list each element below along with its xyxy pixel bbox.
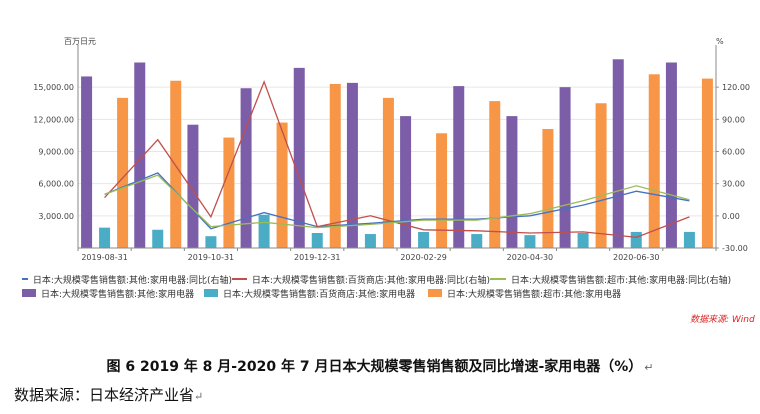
legend-item-line-dept: 日本:大规模零售销售额:百货商店:其他:家用电器:同比(右轴) (232, 273, 490, 286)
x-tick-label: 2020-02-29 (400, 253, 447, 262)
right-tick-label: 120.00 (722, 83, 750, 92)
legend-label: 日本:大规模零售销售额:百货商店:其他:家用电器 (223, 289, 416, 300)
left-tick-label: 15,000.00 (33, 83, 74, 92)
bar (170, 80, 182, 248)
legend: 日本:大规模零售销售额:其他:家用电器:同比(右轴) 日本:大规模零售销售额:百… (22, 272, 731, 300)
bar (276, 122, 288, 248)
bar (205, 236, 217, 248)
legend-swatch (22, 289, 36, 297)
bar (346, 82, 358, 248)
bar (489, 101, 501, 248)
right-tick-label: 60.00 (722, 148, 745, 157)
bar (117, 97, 129, 248)
gridlines (78, 86, 716, 217)
bar (240, 88, 252, 248)
x-tick-label: 2020-04-30 (507, 253, 554, 262)
source-wind: 数据来源: Wind (690, 315, 755, 325)
bar (99, 227, 111, 248)
legend-swatch (204, 289, 218, 297)
bar (524, 235, 536, 248)
legend-label: 日本:大规模零售销售额:其他:家用电器 (41, 289, 195, 300)
legend-swatch (22, 278, 28, 280)
source-note-text: 数据来源：日本经济产业省 (14, 386, 195, 404)
series-line (104, 172, 690, 230)
legend-item-line-super: 日本:大规模零售销售额:超市:其他:家用电器:同比(右轴) (490, 273, 731, 286)
right-tick-label: 0.00 (722, 212, 740, 221)
bar (559, 87, 571, 249)
bar (471, 234, 483, 248)
bar (436, 133, 448, 248)
bar (630, 231, 642, 248)
series-line (104, 174, 690, 229)
bar (577, 232, 589, 248)
left-tick-label: 12,000.00 (33, 115, 74, 124)
line-series (104, 79, 690, 238)
bar (81, 76, 93, 248)
left-tick-label: 9,000.00 (38, 148, 74, 157)
right-tick-label: 90.00 (722, 115, 745, 124)
bar (595, 103, 607, 248)
bar (612, 59, 624, 249)
bar (542, 128, 554, 248)
legend-row-bars: 日本:大规模零售销售额:其他:家用电器 日本:大规模零售销售额:百货商店:其他:… (22, 286, 722, 300)
bar (418, 231, 430, 248)
return-mark: ↵ (194, 390, 204, 403)
bar (311, 232, 323, 248)
left-tick-label: 6,000.00 (38, 180, 74, 189)
bar (400, 116, 412, 248)
legend-item-bar-super: 日本:大规模零售销售额:超市:其他:家用电器 (428, 287, 621, 300)
legend-item-line-total: 日本:大规模零售销售额:其他:家用电器:同比(右轴) (22, 273, 232, 286)
figure-caption: 图 6 2019 年 8 月-2020 年 7 月日本大规模零售销售额及同比增速… (0, 356, 760, 376)
legend-label: 日本:大规模零售销售额:超市:其他:家用电器:同比(右轴) (511, 275, 732, 286)
bar-series (81, 59, 713, 249)
bar (665, 62, 677, 248)
bar (187, 124, 199, 248)
right-axis-unit: % (716, 37, 724, 46)
bar (293, 67, 305, 248)
bar (152, 229, 164, 248)
bar (223, 137, 235, 248)
bar (453, 86, 465, 248)
legend-label: 日本:大规模零售销售额:超市:其他:家用电器 (447, 289, 622, 300)
legend-item-bar-dept: 日本:大规模零售销售额:百货商店:其他:家用电器 (204, 287, 428, 300)
bar (134, 62, 146, 248)
legend-swatch (232, 278, 247, 280)
bar (701, 78, 713, 248)
legend-swatch (490, 278, 506, 280)
x-tick-label: 2019-12-31 (294, 253, 341, 262)
legend-item-bar-total: 日本:大规模零售销售额:其他:家用电器 (22, 287, 204, 300)
chart: 3,000.00 6,000.00 9,000.00 12,000.00 15,000.… (33, 37, 750, 262)
source-note: 数据来源：日本经济产业省↵ (14, 384, 203, 405)
legend-swatch (428, 289, 442, 297)
bar (329, 83, 341, 248)
caption-text: 图 6 2019 年 8 月-2020 年 7 月日本大规模零售销售额及同比增速… (106, 359, 643, 375)
bar (506, 116, 518, 248)
bar (382, 97, 394, 248)
bar (648, 74, 660, 248)
legend-label: 日本:大规模零售销售额:其他:家用电器:同比(右轴) (32, 275, 232, 286)
legend-row-lines: 日本:大规模零售销售额:其他:家用电器:同比(右轴) 日本:大规模零售销售额:百… (22, 272, 731, 286)
return-mark: ↵ (644, 361, 654, 374)
left-axis-unit: 百万日元 (64, 37, 96, 46)
bar (364, 234, 376, 248)
right-tick-label: -30.00 (722, 244, 748, 253)
x-tick-label: 2019-08-31 (81, 253, 128, 262)
left-tick-label: 3,000.00 (38, 212, 74, 221)
x-tick-label: 2020-06-30 (613, 253, 660, 262)
bar (258, 214, 270, 248)
bar (683, 231, 695, 248)
right-tick-label: 30.00 (722, 180, 745, 189)
legend-label: 日本:大规模零售销售额:百货商店:其他:家用电器:同比(右轴) (251, 275, 490, 286)
axes: 3,000.00 6,000.00 9,000.00 12,000.00 15,000.… (33, 45, 750, 262)
x-tick-label: 2019-10-31 (188, 253, 235, 262)
